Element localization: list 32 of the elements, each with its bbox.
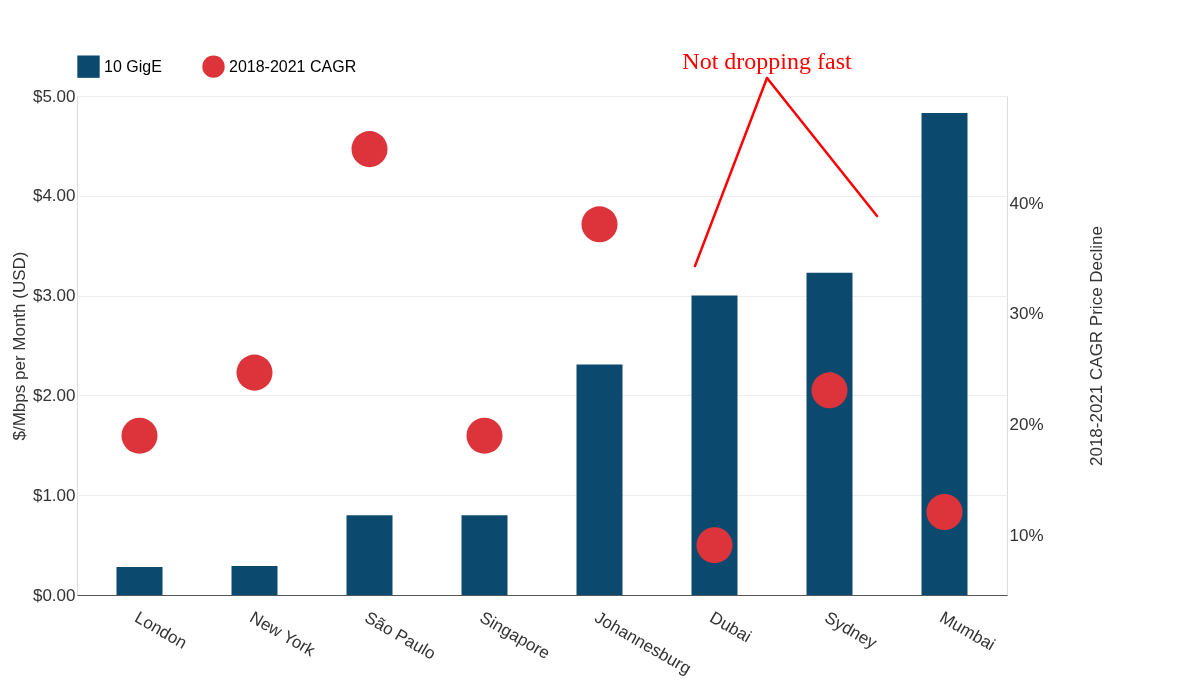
bar (576, 364, 623, 595)
point (351, 131, 388, 168)
point (926, 494, 963, 531)
y-tick-label: $0.00 (32, 585, 76, 605)
y-tick-label: $2.00 (32, 385, 76, 405)
y-tick-label: $1.00 (32, 485, 76, 505)
y-tick-label: $3.00 (32, 286, 76, 306)
x-tick-label: New York (246, 607, 319, 661)
bar (231, 566, 278, 595)
bar (116, 567, 163, 595)
point (236, 354, 273, 391)
point (121, 417, 158, 454)
y2-tick-label: 10% (1009, 525, 1044, 545)
y2-tick-label: 30% (1009, 304, 1044, 324)
point (696, 527, 733, 564)
y2-tick-label: 40% (1009, 193, 1044, 213)
y-axis-title: $/Mbps per Month (USD) (9, 251, 29, 441)
y-tick-label: $5.00 (32, 86, 76, 106)
bar (346, 515, 393, 595)
legend-label: 2018-2021 CAGR (229, 57, 357, 75)
bar (691, 295, 738, 595)
text: Not dropping fast (682, 48, 852, 74)
point (811, 372, 848, 409)
legend-label: 10 GigE (104, 57, 162, 75)
bar (461, 515, 508, 595)
point (466, 417, 503, 454)
point (581, 206, 618, 243)
bar (921, 112, 968, 595)
y-tick-label: $4.00 (32, 186, 76, 206)
y2-tick-label: 20% (1009, 415, 1044, 435)
y2-axis-title: 2018-2021 CAGR Price Decline (1086, 225, 1106, 467)
bar (806, 272, 853, 595)
